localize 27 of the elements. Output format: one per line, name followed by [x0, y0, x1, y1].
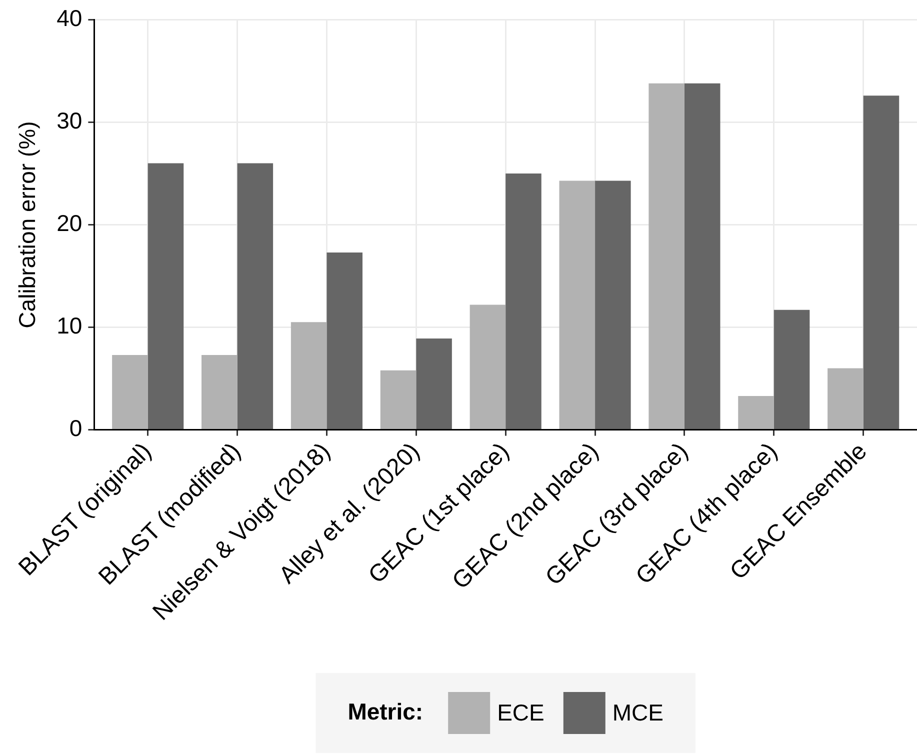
bar	[595, 180, 631, 430]
bar	[326, 252, 362, 430]
y-tick-label: 20	[56, 210, 82, 236]
bar	[202, 354, 238, 430]
bar	[559, 180, 596, 430]
bar	[684, 83, 720, 430]
bar	[648, 83, 684, 430]
bar	[506, 174, 542, 430]
bar	[774, 310, 810, 430]
bar	[470, 304, 506, 430]
bar	[380, 370, 416, 430]
y-tick-label: 0	[69, 415, 82, 442]
y-tick-label: 40	[56, 5, 82, 32]
y-tick-label: 30	[56, 108, 82, 134]
y-tick-label: 10	[56, 312, 82, 339]
bar	[416, 338, 452, 430]
bar	[738, 396, 774, 430]
legend-title: Metric:	[348, 698, 424, 724]
bar	[148, 163, 184, 430]
bar	[863, 96, 900, 430]
bar	[828, 368, 864, 430]
bar	[112, 354, 148, 430]
bar	[290, 322, 327, 430]
legend-label: ECE	[497, 699, 544, 726]
y-axis-title: Calibration error (%)	[14, 121, 40, 328]
legend-label: MCE	[612, 699, 664, 726]
bar	[237, 163, 274, 430]
